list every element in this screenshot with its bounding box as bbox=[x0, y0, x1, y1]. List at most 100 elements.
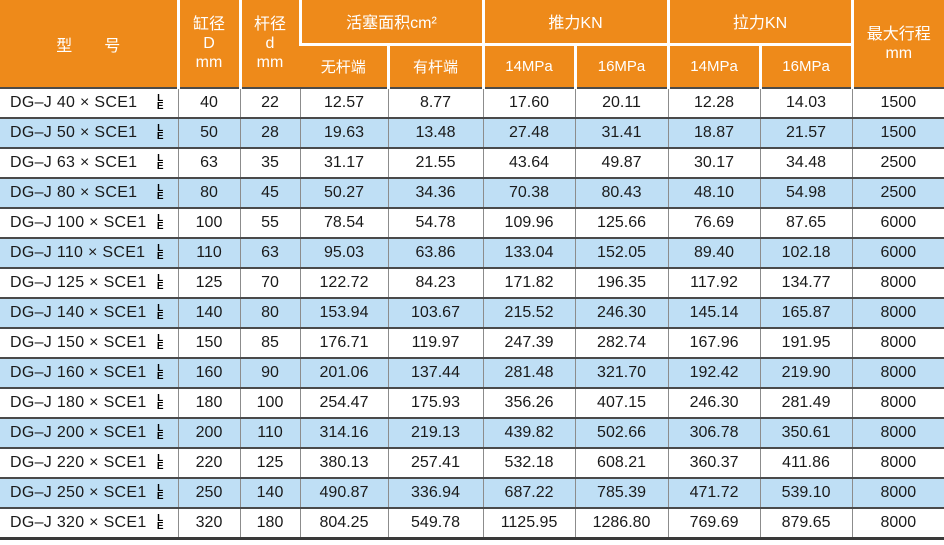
push-16mpa-cell: 282.74 bbox=[574, 327, 669, 358]
pull-16mpa-cell: 21.57 bbox=[759, 117, 853, 148]
rod-cell: 90 bbox=[239, 357, 300, 388]
push-14mpa-cell: 687.22 bbox=[482, 477, 576, 508]
model-label: DG–J 100 × SCE1 bbox=[10, 214, 147, 231]
pull-16mpa-cell: 219.90 bbox=[759, 357, 853, 388]
pull-14mpa-cell: 76.69 bbox=[667, 207, 761, 238]
pull-14mpa-cell: 769.69 bbox=[667, 507, 761, 538]
stroke-cell: 8000 bbox=[851, 387, 944, 418]
stroke-le-mark: L E bbox=[156, 93, 164, 112]
model-cell: DG–J 63 × SCE1 L E bbox=[0, 147, 178, 178]
header-rod-end: 有杆端 bbox=[386, 42, 484, 88]
pull-14mpa-cell: 145.14 bbox=[667, 297, 761, 328]
area-rod-cell: 257.41 bbox=[387, 447, 484, 478]
model-cell: DG–J 220 × SCE1 L E bbox=[0, 447, 178, 478]
bore-cell: 180 bbox=[177, 387, 240, 418]
push-16mpa-cell: 49.87 bbox=[574, 147, 669, 178]
table-header: 型 号 缸径 D mm 杆径 d mm 活塞面积cm² 推力KN 拉力KN 最大… bbox=[0, 0, 944, 88]
model-label: DG–J 125 × SCE1 bbox=[10, 274, 147, 291]
model-label: DG–J 160 × SCE1 bbox=[10, 364, 147, 381]
push-16mpa-cell: 785.39 bbox=[574, 477, 669, 508]
rod-cell: 85 bbox=[239, 327, 300, 358]
stroke-le-mark: L E bbox=[156, 243, 164, 262]
rod-cell: 55 bbox=[239, 207, 300, 238]
pull-16mpa-cell: 411.86 bbox=[759, 447, 853, 478]
area-rod-cell: 336.94 bbox=[387, 477, 484, 508]
area-rod-cell: 119.97 bbox=[387, 327, 484, 358]
push-14mpa-cell: 133.04 bbox=[482, 237, 576, 268]
area-rodless-cell: 95.03 bbox=[299, 237, 388, 268]
stroke-le-mark: L E bbox=[156, 483, 164, 502]
area-rod-cell: 21.55 bbox=[387, 147, 484, 178]
pull-16mpa-cell: 165.87 bbox=[759, 297, 853, 328]
stroke-le-mark: L E bbox=[156, 453, 164, 472]
stroke-le-mark: L E bbox=[156, 333, 164, 352]
push-16mpa-cell: 152.05 bbox=[574, 237, 669, 268]
model-cell: DG–J 140 × SCE1 L E bbox=[0, 297, 178, 328]
rod-cell: 140 bbox=[239, 477, 300, 508]
stroke-le-mark: L E bbox=[156, 512, 164, 532]
push-16mpa-cell: 1286.80 bbox=[574, 507, 669, 538]
rod-cell: 125 bbox=[239, 447, 300, 478]
push-14mpa-cell: 356.26 bbox=[482, 387, 576, 418]
push-14mpa-cell: 109.96 bbox=[482, 207, 576, 238]
area-rodless-cell: 19.63 bbox=[299, 117, 388, 148]
push-14mpa-cell: 1125.95 bbox=[482, 507, 576, 538]
stroke-cell: 8000 bbox=[851, 327, 944, 358]
stroke-cell: 6000 bbox=[851, 207, 944, 238]
table-row: DG–J 150 × SCE1 L E 150 85 176.71 119.97… bbox=[0, 327, 944, 358]
bore-cell: 140 bbox=[177, 297, 240, 328]
push-14mpa-cell: 247.39 bbox=[482, 327, 576, 358]
bore-cell: 100 bbox=[177, 207, 240, 238]
stroke-cell: 8000 bbox=[851, 357, 944, 388]
bore-cell: 220 bbox=[177, 447, 240, 478]
area-rodless-cell: 380.13 bbox=[299, 447, 388, 478]
model-label: DG–J 250 × SCE1 bbox=[10, 484, 147, 501]
stroke-le-mark: L E bbox=[156, 303, 164, 322]
area-rodless-cell: 31.17 bbox=[299, 147, 388, 178]
header-pull-16mpa: 16MPa bbox=[758, 42, 853, 88]
table-row: DG–J 220 × SCE1 L E 220 125 380.13 257.4… bbox=[0, 447, 944, 478]
header-push-force: 推力KN bbox=[481, 0, 669, 44]
area-rod-cell: 549.78 bbox=[387, 507, 484, 538]
table-row: DG–J 200 × SCE1 L E 200 110 314.16 219.1… bbox=[0, 417, 944, 448]
area-rodless-cell: 804.25 bbox=[299, 507, 388, 538]
pull-14mpa-cell: 48.10 bbox=[667, 177, 761, 208]
pull-16mpa-cell: 350.61 bbox=[759, 417, 853, 448]
pull-14mpa-cell: 192.42 bbox=[667, 357, 761, 388]
stroke-le-mark: L E bbox=[156, 273, 164, 292]
push-16mpa-cell: 407.15 bbox=[574, 387, 669, 418]
model-label: DG–J 180 × SCE1 bbox=[10, 394, 147, 411]
stroke-cell: 8000 bbox=[851, 417, 944, 448]
stroke-cell: 1500 bbox=[851, 87, 944, 118]
area-rod-cell: 8.77 bbox=[387, 87, 484, 118]
table-row: DG–J 180 × SCE1 L E 180 100 254.47 175.9… bbox=[0, 387, 944, 418]
table-row: DG–J 110 × SCE1 L E 110 63 95.03 63.86 1… bbox=[0, 237, 944, 268]
header-model: 型 号 bbox=[0, 0, 178, 88]
area-rod-cell: 103.67 bbox=[387, 297, 484, 328]
stroke-cell: 8000 bbox=[851, 297, 944, 328]
model-cell: DG–J 100 × SCE1 L E bbox=[0, 207, 178, 238]
bore-cell: 250 bbox=[177, 477, 240, 508]
model-label: DG–J 110 × SCE1 bbox=[10, 244, 146, 261]
push-14mpa-cell: 532.18 bbox=[482, 447, 576, 478]
pull-14mpa-cell: 471.72 bbox=[667, 477, 761, 508]
push-16mpa-cell: 502.66 bbox=[574, 417, 669, 448]
stroke-le-mark: L E bbox=[156, 183, 164, 202]
push-16mpa-cell: 31.41 bbox=[574, 117, 669, 148]
header-max-stroke: 最大行程 mm bbox=[850, 0, 944, 88]
area-rod-cell: 137.44 bbox=[387, 357, 484, 388]
pull-14mpa-cell: 117.92 bbox=[667, 267, 761, 298]
stroke-cell: 1500 bbox=[851, 117, 944, 148]
stroke-le-mark: L E bbox=[156, 123, 164, 142]
table-body: DG–J 40 × SCE1 L E 40 22 12.57 8.77 17.6… bbox=[0, 87, 944, 538]
rod-cell: 22 bbox=[239, 87, 300, 118]
bore-cell: 80 bbox=[177, 177, 240, 208]
push-14mpa-cell: 43.64 bbox=[482, 147, 576, 178]
rod-cell: 28 bbox=[239, 117, 300, 148]
pull-16mpa-cell: 14.03 bbox=[759, 87, 853, 118]
stroke-le-mark: L E bbox=[156, 153, 164, 172]
rod-cell: 100 bbox=[239, 387, 300, 418]
bore-cell: 160 bbox=[177, 357, 240, 388]
rod-cell: 110 bbox=[239, 417, 300, 448]
bore-cell: 320 bbox=[177, 507, 240, 538]
